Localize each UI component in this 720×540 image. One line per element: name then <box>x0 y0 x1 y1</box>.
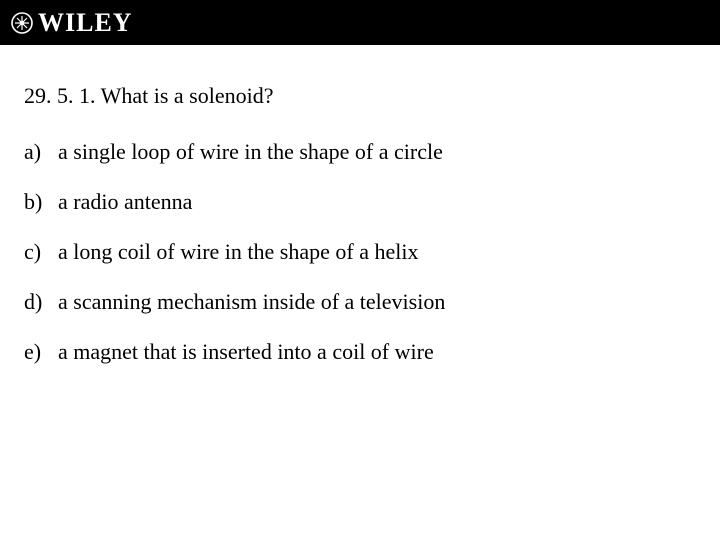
option-text: a magnet that is inserted into a coil of… <box>58 339 434 365</box>
option-e[interactable]: e) a magnet that is inserted into a coil… <box>24 339 696 365</box>
option-text: a long coil of wire in the shape of a he… <box>58 239 418 265</box>
publisher-logo: WILEY <box>10 8 133 38</box>
option-text: a single loop of wire in the shape of a … <box>58 139 443 165</box>
option-text: a radio antenna <box>58 189 192 215</box>
publisher-name: WILEY <box>38 8 133 38</box>
question-text: 29. 5. 1. What is a solenoid? <box>24 83 696 109</box>
option-label: b) <box>24 189 58 215</box>
option-label: e) <box>24 339 58 365</box>
option-d[interactable]: d) a scanning mechanism inside of a tele… <box>24 289 696 315</box>
option-label: d) <box>24 289 58 315</box>
option-c[interactable]: c) a long coil of wire in the shape of a… <box>24 239 696 265</box>
option-label: c) <box>24 239 58 265</box>
option-a[interactable]: a) a single loop of wire in the shape of… <box>24 139 696 165</box>
answer-options: a) a single loop of wire in the shape of… <box>24 139 696 365</box>
option-text: a scanning mechanism inside of a televis… <box>58 289 445 315</box>
option-b[interactable]: b) a radio antenna <box>24 189 696 215</box>
slide-content: 29. 5. 1. What is a solenoid? a) a singl… <box>0 45 720 365</box>
wiley-mark-icon <box>10 11 34 35</box>
option-label: a) <box>24 139 58 165</box>
header-bar: WILEY <box>0 0 720 45</box>
